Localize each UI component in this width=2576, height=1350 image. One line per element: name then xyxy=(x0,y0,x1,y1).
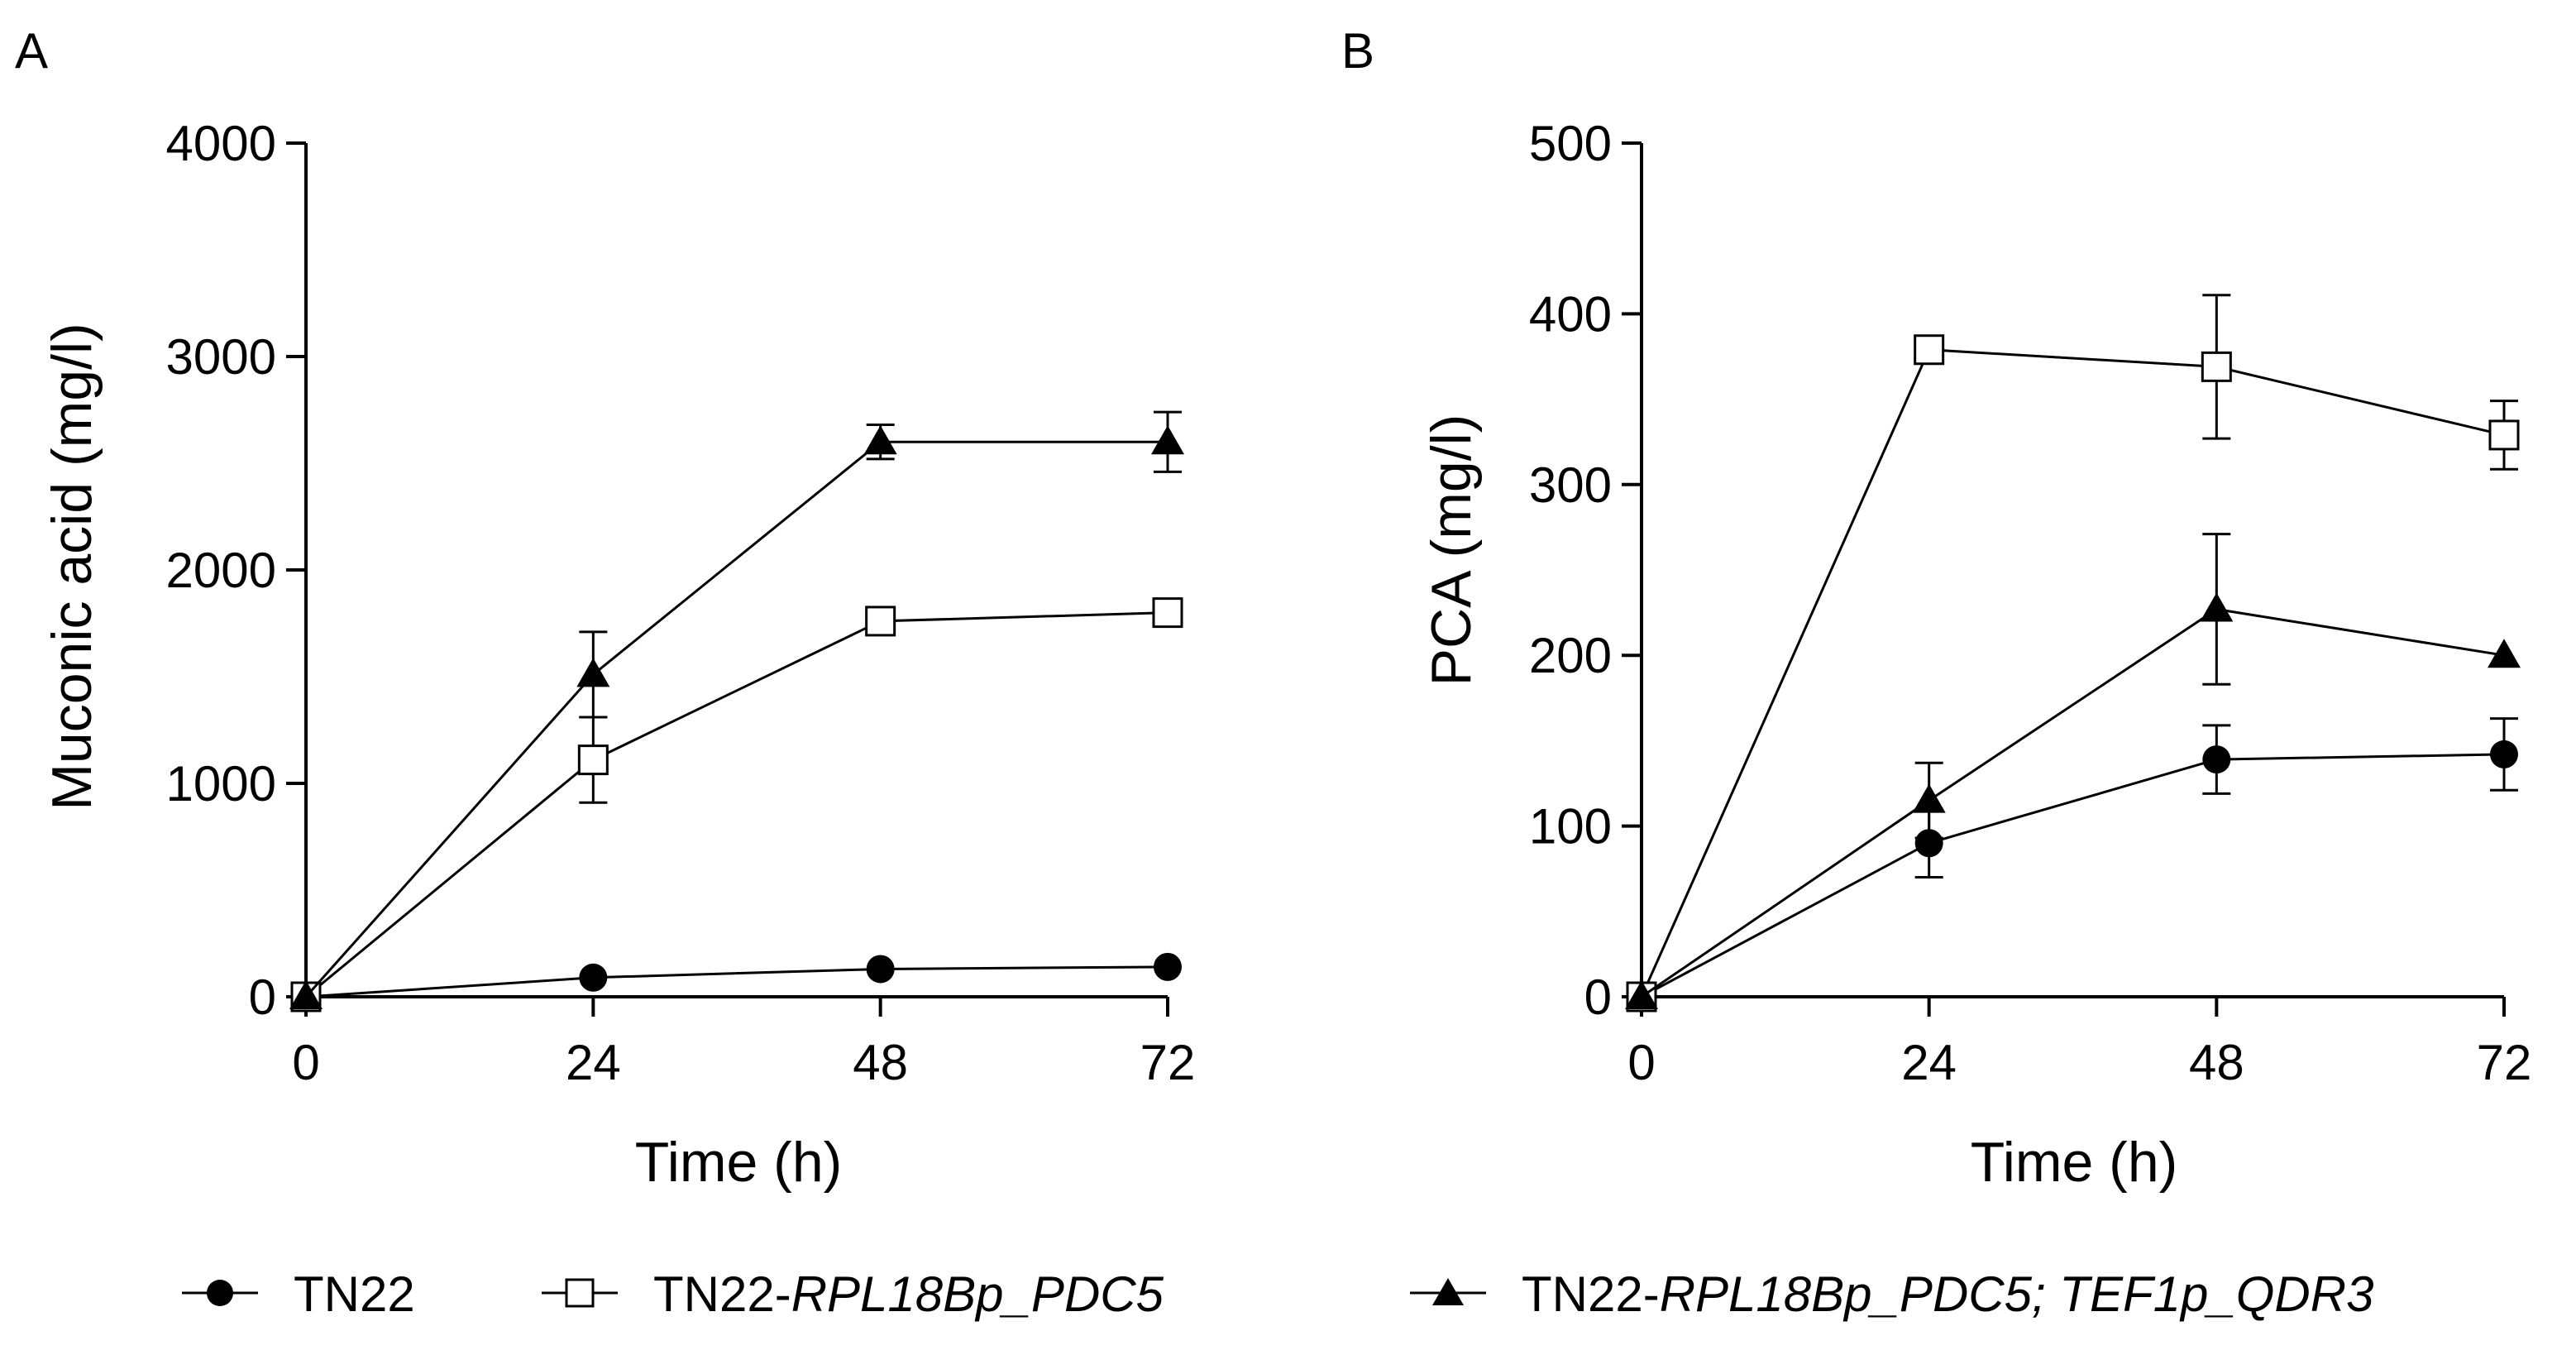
panel-a-point-pdc5-qdr3 xyxy=(576,658,610,687)
legend-marker-open-square xyxy=(565,1278,595,1308)
panel-b-y-tick-label: 300 xyxy=(1529,457,1612,513)
panel-b-y-tick-label: 500 xyxy=(1529,116,1612,171)
panel-b-series-pdc5 xyxy=(1626,294,2520,1012)
legend-label-pdc5-prefix: TN22- xyxy=(653,1266,791,1322)
panel-a-y-tick-label: 3000 xyxy=(166,329,276,385)
panel-b-y-tick-label: 200 xyxy=(1529,628,1612,683)
panel-b-letter: B xyxy=(1341,23,1374,79)
legend-item-tn22: TN22 xyxy=(182,1266,415,1322)
panel-b-x-tick-label: 48 xyxy=(2189,1035,2244,1090)
panel-a-point-tn22 xyxy=(866,955,895,984)
panel-b-series-tn22 xyxy=(1627,717,2518,1011)
panel-b-point-pdc5-qdr3 xyxy=(2200,592,2234,622)
legend-item-pdc5: TN22-RPL18Bp_PDC5 xyxy=(542,1266,1164,1322)
panel-a-series-tn22 xyxy=(292,952,1182,1011)
legend-label-tn22-text: TN22 xyxy=(294,1266,415,1322)
legend-label-pdc5: TN22-RPL18Bp_PDC5 xyxy=(653,1266,1164,1322)
panel-a-series-line-tn22 xyxy=(305,965,1169,998)
legend-label-pdc5-qdr3-italic: RPL18Bp_PDC5; TEF1p_QDR3 xyxy=(1660,1266,2374,1322)
panel-a-point-pdc5 xyxy=(1152,597,1183,629)
panel-a-y-tick-label: 4000 xyxy=(166,116,276,171)
panel-a-x-tick-label: 72 xyxy=(1140,1035,1196,1090)
panel-a-series-pdc5-qdr3 xyxy=(289,410,1184,1009)
panel-a-series-line-pdc5 xyxy=(305,611,1169,998)
legend-label-pdc5-qdr3-prefix: TN22- xyxy=(1522,1266,1660,1322)
panel-a-y-tick-label: 2000 xyxy=(166,543,276,598)
panel-b-series-pdc5-qdr3 xyxy=(1625,533,2521,1009)
panel-b-point-pdc5-qdr3 xyxy=(2488,639,2521,668)
panel-a-point-pdc5 xyxy=(577,744,609,776)
panel-a-x-axis-title: Time (h) xyxy=(635,1131,843,1194)
panel-a-y-tick-label: 1000 xyxy=(166,756,276,811)
panel-b-y-tick-label: 100 xyxy=(1529,799,1612,855)
panel-b-y-axis-title: PCA (mg/l) xyxy=(1420,414,1483,687)
panel-a-series-pdc5 xyxy=(290,597,1183,1012)
panel-a-series-line-pdc5-qdr3 xyxy=(304,440,1168,998)
panel-a-y-tick-label: 0 xyxy=(249,969,276,1025)
panel-b-point-pdc5 xyxy=(2488,419,2520,451)
panel-b-x-axis-title: Time (h) xyxy=(1971,1131,2178,1194)
panel-b-point-pdc5-qdr3 xyxy=(1912,783,1946,813)
panel-b-series-line-pdc5 xyxy=(1640,348,2505,998)
panel-b-plot-area: 0 100 200 300 400 500 0 24 48 72 xyxy=(1529,116,2531,1090)
panel-b-series-line-pdc5-qdr3 xyxy=(1641,607,2505,998)
panel-b-point-pdc5 xyxy=(1914,334,1945,366)
legend-marker-filled-circle xyxy=(207,1280,233,1306)
legend-marker-filled-triangle xyxy=(1432,1278,1464,1305)
legend-label-pdc5-italic: RPL18Bp_PDC5 xyxy=(791,1266,1164,1322)
panel-a-x-tick-label: 0 xyxy=(292,1035,319,1090)
panel-b-point-tn22 xyxy=(1914,829,1943,858)
panel-a-point-pdc5-qdr3 xyxy=(863,425,897,455)
panel-b-x-tick-label: 72 xyxy=(2477,1035,2532,1090)
panel-b-y-tick-label: 400 xyxy=(1529,286,1612,342)
panel-b-y-tick-label: 0 xyxy=(1584,969,1612,1025)
legend-label-pdc5-qdr3: TN22-RPL18Bp_PDC5; TEF1p_QDR3 xyxy=(1522,1266,2373,1322)
panel-a-x-tick-label: 24 xyxy=(566,1035,621,1090)
panel-a-point-pdc5 xyxy=(865,606,896,637)
panel-b-pca-chart: B PCA (mg/l) Time (h) 0 100 200 300 400 500 0 2… xyxy=(1341,23,2531,1194)
panel-a-point-pdc5-qdr3 xyxy=(289,980,323,1009)
panel-b-point-tn22 xyxy=(2490,740,2518,768)
panel-b-point-pdc5-qdr3 xyxy=(1625,980,1658,1009)
panel-a-x-tick-label: 48 xyxy=(853,1035,908,1090)
legend-item-pdc5-qdr3: TN22-RPL18Bp_PDC5; TEF1p_QDR3 xyxy=(1410,1266,2373,1322)
panel-b-point-tn22 xyxy=(2202,745,2231,774)
legend-label-tn22: TN22 xyxy=(294,1266,415,1322)
panel-a-point-tn22 xyxy=(1154,952,1182,981)
panel-a-plot-area: 0 1000 2000 3000 4000 0 24 48 72 xyxy=(166,116,1196,1090)
panel-b-series-line-tn22 xyxy=(1641,753,2505,998)
panel-b-point-pdc5 xyxy=(2201,351,2232,382)
legend: TN22 TN22-RPL18Bp_PDC5 TN22-RPL18Bp_PDC5… xyxy=(182,1266,2373,1322)
panel-a-letter: A xyxy=(15,23,48,79)
panel-a-point-tn22 xyxy=(579,963,608,992)
panel-a-y-axis-title: Muconic acid (mg/l) xyxy=(41,323,103,811)
panel-b-x-tick-label: 24 xyxy=(1901,1035,1957,1090)
panel-a-point-pdc5-qdr3 xyxy=(1151,425,1184,455)
panel-a-muconic-acid-chart: A Muconic acid (mg/l) Time (h) 0 1000 2000… xyxy=(15,23,1195,1194)
panel-b-x-tick-label: 0 xyxy=(1627,1035,1655,1090)
